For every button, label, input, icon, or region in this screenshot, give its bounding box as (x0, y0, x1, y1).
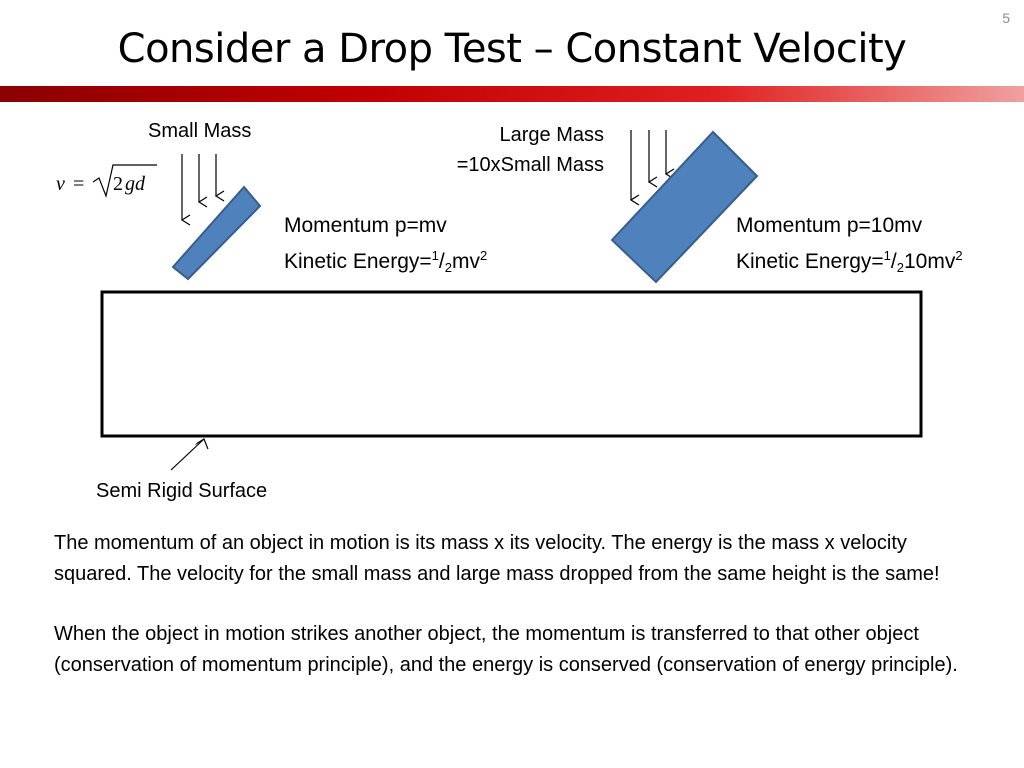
small-mass-label: Small Mass (148, 120, 252, 142)
small-mass-equations: Momentum p=mv Kinetic Energy=1/2mv2 (284, 211, 487, 283)
ke-numerator: 1 (431, 248, 439, 263)
ke-exponent: 2 (479, 248, 488, 263)
svg-text:=: = (73, 173, 84, 195)
small-mass-momentum: Momentum p=mv (284, 214, 447, 237)
ke-denominator: 2 (896, 260, 904, 275)
ke-numerator: 1 (883, 248, 891, 263)
ke-prefix: Kinetic Energy= (284, 250, 432, 273)
large-mass-momentum: Momentum p=10mv (736, 214, 923, 237)
large-mass-kinetic-energy: Kinetic Energy=1/210mv2 (736, 241, 963, 283)
large-mass-equations: Momentum p=10mv Kinetic Energy=1/210mv2 (736, 211, 963, 283)
large-mass-block (610, 130, 759, 284)
body-text: The momentum of an object in motion is i… (54, 528, 984, 710)
large-mass-label-line2: =10xSmall Mass (456, 154, 604, 176)
semi-rigid-surface (100, 290, 923, 438)
small-mass-velocity-arrows (180, 154, 225, 226)
slide-number: 5 (1002, 10, 1010, 26)
surface-pointer-arrow (170, 439, 204, 471)
ke-slash: / (890, 250, 897, 273)
slide-title: Consider a Drop Test – Constant Velocity (117, 26, 907, 72)
body-paragraph-1: The momentum of an object in motion is i… (54, 532, 940, 585)
svg-text:gd: gd (125, 173, 146, 195)
body-paragraph-2: When the object in motion strikes anothe… (54, 623, 958, 676)
ke-denominator: 2 (444, 260, 452, 275)
ke-rest: 10mv (903, 250, 956, 273)
small-mass-kinetic-energy: Kinetic Energy=1/2mv2 (284, 241, 487, 283)
ke-exponent: 2 (955, 248, 963, 263)
large-mass-velocity-arrows (629, 130, 675, 206)
large-mass-label: Large Mass =10xSmall Mass (424, 120, 604, 180)
svg-text:2: 2 (113, 173, 123, 195)
title-accent-bar (0, 86, 1024, 102)
ke-slash: / (438, 250, 445, 273)
large-mass-label-line1: Large Mass (499, 124, 605, 146)
small-mass-block (171, 185, 262, 281)
ke-prefix: Kinetic Energy= (736, 250, 884, 273)
velocity-formula-graphic: v = 2 gd (56, 164, 157, 199)
ke-rest: mv (451, 250, 480, 273)
svg-text:v: v (56, 173, 65, 195)
surface-label: Semi Rigid Surface (96, 480, 268, 502)
